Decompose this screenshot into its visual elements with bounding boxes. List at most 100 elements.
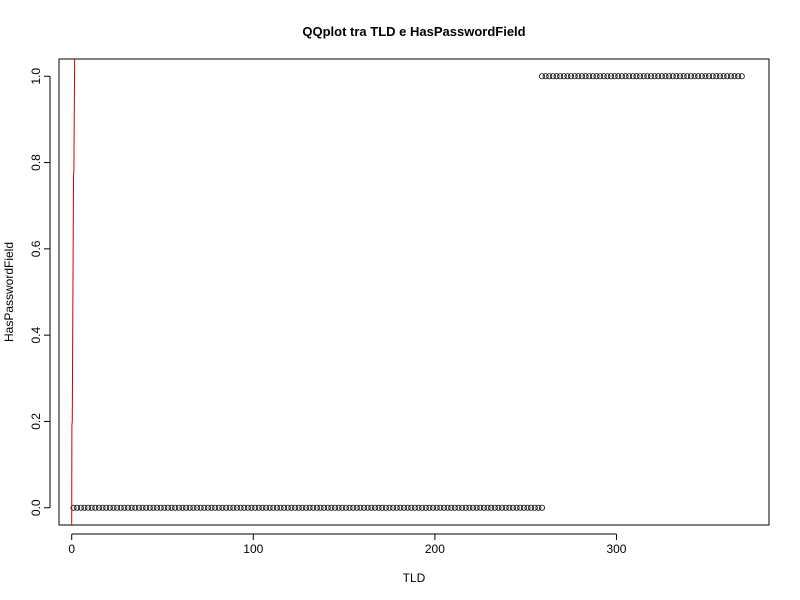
data-point [179, 504, 186, 511]
data-point [106, 504, 113, 511]
data-point [502, 504, 509, 511]
data-point [339, 504, 346, 511]
data-point [455, 504, 462, 511]
data-point [382, 504, 389, 511]
data-point [727, 73, 734, 80]
data-point [266, 504, 273, 511]
data-point [328, 504, 335, 511]
data-point [408, 504, 415, 511]
x-tick-label: 0 [68, 542, 75, 556]
data-point [397, 504, 404, 511]
data-point [618, 73, 625, 80]
data-point [135, 504, 142, 511]
data-point [600, 73, 607, 80]
data-point [335, 504, 342, 511]
data-point [451, 504, 458, 511]
data-point [132, 504, 139, 511]
data-point [146, 504, 153, 511]
data-point [208, 504, 215, 511]
y-axis: 0.0 0.2 0.4 0.6 0.8 1.0 [29, 68, 51, 516]
data-point [154, 504, 161, 511]
data-point [716, 73, 723, 80]
data-point [593, 73, 600, 80]
data-point [506, 504, 513, 511]
data-point [317, 504, 324, 511]
data-point [539, 73, 546, 80]
data-points [70, 73, 745, 511]
data-point [139, 504, 146, 511]
data-point [190, 504, 197, 511]
data-point [495, 504, 502, 511]
data-point [114, 504, 121, 511]
data-point [313, 504, 320, 511]
data-point [110, 504, 117, 511]
data-point [680, 73, 687, 80]
data-point [484, 504, 491, 511]
data-point [386, 504, 393, 511]
data-point [237, 504, 244, 511]
y-tick-label: 0.2 [29, 413, 43, 430]
data-point [259, 504, 266, 511]
data-point [542, 73, 549, 80]
data-point [411, 504, 418, 511]
data-point [125, 504, 132, 511]
data-point [364, 504, 371, 511]
data-point [263, 504, 270, 511]
data-point [626, 73, 633, 80]
x-tick-label: 300 [606, 542, 626, 556]
data-point [255, 504, 262, 511]
data-point [393, 504, 400, 511]
data-point [281, 504, 288, 511]
data-point [270, 504, 277, 511]
data-point [295, 504, 302, 511]
data-point [404, 504, 411, 511]
data-point [70, 504, 77, 511]
data-point [709, 73, 716, 80]
data-point [357, 504, 364, 511]
data-point [183, 504, 190, 511]
data-point [77, 504, 84, 511]
data-point [426, 504, 433, 511]
data-point [157, 504, 164, 511]
data-point [517, 504, 524, 511]
plot-frame [58, 58, 770, 526]
data-point [440, 504, 447, 511]
data-point [549, 73, 556, 80]
data-point [698, 73, 705, 80]
data-point [430, 504, 437, 511]
data-point [702, 73, 709, 80]
data-point [277, 504, 284, 511]
data-point [462, 504, 469, 511]
data-point [499, 504, 506, 511]
data-point [531, 504, 538, 511]
data-point [720, 73, 727, 80]
data-point [81, 504, 88, 511]
data-point [433, 504, 440, 511]
data-point [204, 504, 211, 511]
data-point [437, 504, 444, 511]
data-point [346, 504, 353, 511]
data-point [524, 504, 531, 511]
x-tick-label: 100 [243, 542, 263, 556]
y-tick-label: 0.4 [29, 326, 43, 343]
data-point [284, 504, 291, 511]
data-point [658, 73, 665, 80]
data-point [611, 73, 618, 80]
data-point [622, 73, 629, 80]
data-point [706, 73, 713, 80]
data-point [528, 504, 535, 511]
data-point [215, 504, 222, 511]
data-point [513, 504, 520, 511]
data-point [480, 504, 487, 511]
data-point [92, 504, 99, 511]
y-tick-label: 0.6 [29, 240, 43, 257]
x-axis-label: TLD [403, 571, 426, 585]
data-point [306, 504, 313, 511]
data-point [615, 73, 622, 80]
data-point [121, 504, 128, 511]
data-point [647, 73, 654, 80]
data-point [74, 504, 81, 511]
data-point [597, 73, 604, 80]
data-point [361, 504, 368, 511]
data-point [655, 73, 662, 80]
